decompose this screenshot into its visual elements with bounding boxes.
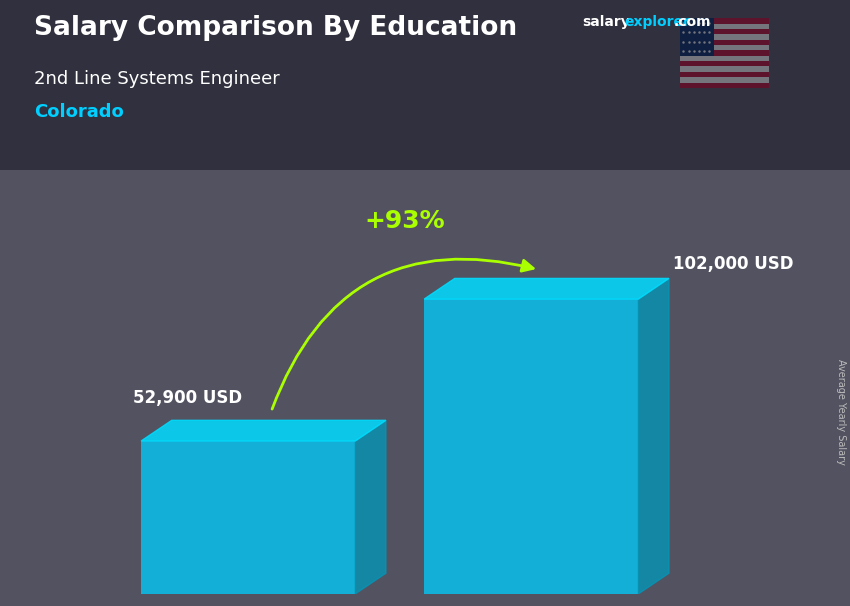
Bar — [680, 67, 769, 72]
Text: 52,900 USD: 52,900 USD — [133, 389, 242, 407]
Bar — [680, 18, 714, 56]
Polygon shape — [141, 421, 386, 441]
Bar — [680, 18, 769, 24]
Bar — [141, 441, 355, 594]
Text: 102,000 USD: 102,000 USD — [673, 255, 793, 273]
Text: Salary Comparison By Education: Salary Comparison By Education — [34, 15, 517, 41]
Bar — [680, 29, 769, 35]
Bar — [680, 77, 769, 82]
Text: 2nd Line Systems Engineer: 2nd Line Systems Engineer — [34, 70, 280, 88]
Bar — [680, 61, 769, 67]
Polygon shape — [638, 278, 669, 594]
Text: Colorado: Colorado — [34, 103, 124, 121]
Bar — [680, 50, 769, 56]
Text: Average Yearly Salary: Average Yearly Salary — [836, 359, 846, 465]
Text: +93%: +93% — [365, 208, 445, 233]
Bar — [680, 35, 769, 39]
Bar — [680, 82, 769, 88]
Bar — [424, 299, 638, 594]
Text: salary: salary — [582, 15, 630, 29]
Bar — [680, 45, 769, 50]
Bar — [680, 72, 769, 77]
Polygon shape — [424, 278, 669, 299]
Bar — [680, 24, 769, 29]
Text: .com: .com — [674, 15, 711, 29]
Polygon shape — [355, 421, 386, 594]
Bar — [680, 39, 769, 45]
Text: explorer: explorer — [625, 15, 690, 29]
Bar — [680, 56, 769, 61]
